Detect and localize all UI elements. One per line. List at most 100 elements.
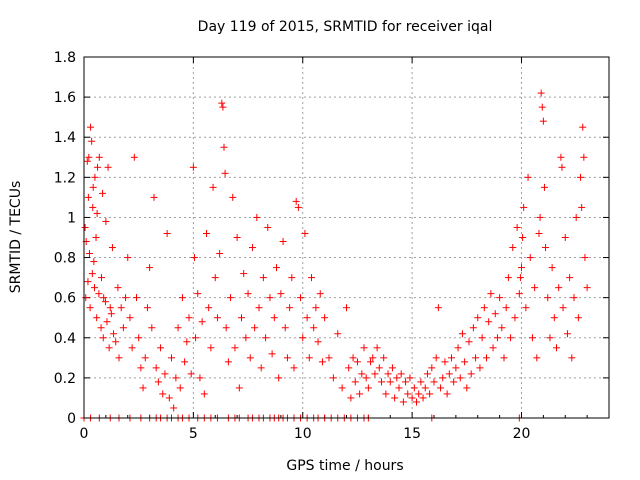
data-point (483, 354, 490, 362)
data-point (161, 370, 169, 378)
data-point (430, 378, 438, 386)
data-point (358, 370, 366, 378)
data-point (112, 338, 120, 346)
y-tick-label: 0.8 (54, 251, 76, 267)
data-point (231, 344, 239, 352)
data-point (432, 354, 440, 362)
data-point (266, 294, 274, 302)
data-point (515, 290, 523, 298)
data-point (371, 370, 379, 378)
data-point (520, 203, 528, 211)
data-points (80, 89, 591, 422)
data-point (443, 390, 451, 398)
y-axis-label: SRMTID / TECUs (8, 181, 24, 294)
data-point (146, 264, 154, 272)
data-point (89, 183, 97, 191)
data-point (275, 374, 283, 382)
x-tick-label: 15 (403, 426, 421, 442)
data-point (209, 183, 217, 191)
data-point (548, 264, 556, 272)
data-point (428, 364, 436, 372)
data-point (85, 153, 93, 161)
data-point (384, 370, 392, 378)
data-point (148, 324, 156, 332)
data-point (448, 354, 455, 362)
data-point (378, 378, 385, 386)
data-point (500, 354, 508, 362)
data-point (314, 338, 322, 346)
data-point (85, 250, 93, 258)
data-point (115, 354, 123, 362)
data-point (135, 334, 143, 342)
data-point (229, 193, 237, 201)
data-point (196, 374, 204, 382)
data-point (553, 344, 560, 352)
data-point (92, 234, 100, 241)
data-point (404, 390, 412, 398)
chart-title: Day 119 of 2015, SRMTID for receiver iqa… (198, 19, 493, 35)
data-point (310, 324, 318, 332)
data-point (491, 310, 499, 318)
data-point (413, 398, 420, 406)
data-point (283, 354, 291, 362)
data-point (318, 358, 326, 366)
data-point (563, 330, 571, 338)
data-point (504, 274, 512, 282)
data-point (288, 274, 296, 282)
data-point (578, 203, 586, 211)
data-point (213, 314, 221, 322)
data-point (325, 354, 333, 362)
data-point (122, 294, 130, 302)
data-point (399, 398, 407, 406)
data-point (81, 223, 89, 231)
data-point (581, 254, 589, 262)
data-point (218, 99, 226, 107)
data-point (189, 163, 197, 171)
data-point (559, 304, 567, 312)
data-point (452, 364, 460, 372)
data-point (262, 334, 270, 342)
data-point (498, 324, 506, 332)
data-point (178, 294, 186, 302)
data-point (102, 217, 110, 225)
data-point (476, 364, 484, 372)
data-point (360, 344, 368, 352)
data-point (292, 197, 300, 205)
data-point (382, 390, 390, 398)
data-point (305, 354, 313, 362)
data-point (86, 304, 94, 312)
data-point (329, 374, 337, 382)
data-point (550, 314, 558, 322)
data-point (518, 264, 525, 272)
data-point (82, 294, 90, 302)
data-point (557, 153, 565, 161)
data-point (537, 89, 545, 97)
y-tick-label: 0.6 (54, 291, 76, 307)
data-point (290, 364, 298, 372)
data-point (555, 284, 563, 292)
data-point (570, 294, 578, 302)
data-point (99, 334, 107, 342)
data-point (84, 278, 92, 286)
data-point (546, 334, 554, 342)
data-point (353, 358, 361, 366)
data-point (395, 384, 403, 392)
data-point (493, 334, 501, 342)
data-point (185, 314, 193, 322)
data-point (572, 213, 580, 221)
data-point (478, 334, 486, 342)
data-point (89, 203, 97, 211)
y-tick-label: 1.6 (54, 90, 76, 106)
data-point (141, 354, 149, 362)
x-tick-label: 5 (189, 426, 198, 442)
data-point (101, 298, 109, 306)
data-point (119, 324, 127, 332)
data-point (294, 203, 302, 211)
data-point (268, 350, 276, 358)
data-point (467, 370, 475, 378)
data-point (176, 384, 184, 392)
data-point (513, 223, 521, 231)
data-point (273, 264, 280, 272)
data-point (88, 137, 96, 145)
data-point (465, 338, 473, 346)
